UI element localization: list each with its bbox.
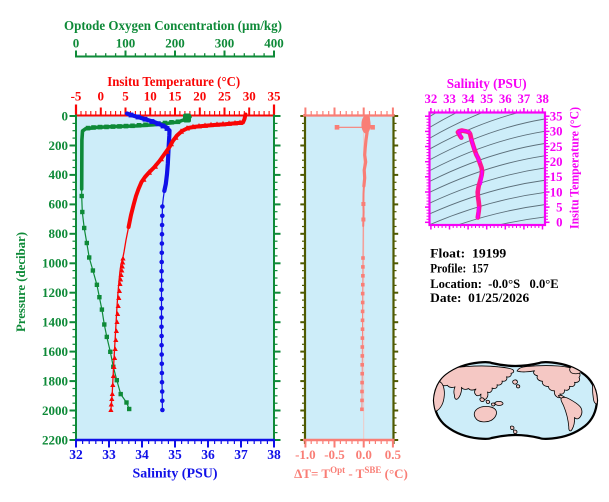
svg-text:0: 0: [556, 216, 562, 230]
svg-text:Date: 01/25/2026: Date: 01/25/2026: [430, 290, 530, 305]
svg-text:-5: -5: [71, 89, 82, 104]
svg-text:15: 15: [550, 170, 563, 184]
svg-text:1000: 1000: [42, 256, 68, 271]
svg-text:2000: 2000: [42, 403, 68, 418]
svg-text:Insitu Temperature (°C): Insitu Temperature (°C): [107, 74, 240, 89]
svg-text:0: 0: [98, 89, 105, 104]
svg-text:37: 37: [234, 447, 248, 462]
svg-text:37: 37: [518, 92, 531, 106]
svg-text:10: 10: [144, 89, 157, 104]
svg-text:-0.5: -0.5: [324, 447, 345, 462]
svg-text:Insitu Temperature (°C): Insitu Temperature (°C): [568, 107, 582, 229]
svg-text:300: 300: [215, 36, 235, 51]
svg-text:400: 400: [49, 167, 69, 182]
svg-text:32: 32: [425, 92, 438, 106]
svg-text:800: 800: [49, 226, 69, 241]
svg-text:34: 34: [135, 447, 149, 462]
svg-text:200: 200: [49, 138, 69, 153]
svg-text:25: 25: [550, 140, 563, 154]
svg-text:400: 400: [264, 36, 284, 51]
svg-text:35: 35: [480, 92, 493, 106]
svg-text:36: 36: [499, 92, 512, 106]
svg-text:33: 33: [102, 447, 116, 462]
svg-text:200: 200: [165, 36, 185, 51]
svg-text:0: 0: [62, 108, 69, 123]
svg-text:10: 10: [550, 185, 563, 199]
svg-text:0.0: 0.0: [356, 447, 372, 462]
svg-text:35: 35: [550, 110, 563, 124]
svg-text:20: 20: [193, 89, 206, 104]
svg-text:35: 35: [168, 447, 182, 462]
svg-text:1400: 1400: [42, 315, 68, 330]
svg-text:20: 20: [550, 155, 563, 169]
svg-text:30: 30: [550, 125, 563, 139]
svg-text:Location: -0.0°S 0.0°E: Location: -0.0°S 0.0°E: [430, 276, 559, 291]
svg-text:34: 34: [462, 92, 475, 106]
svg-text:5: 5: [122, 89, 129, 104]
svg-text:15: 15: [169, 89, 183, 104]
svg-text:33: 33: [443, 92, 456, 106]
svg-text:25: 25: [218, 89, 232, 104]
svg-text:0: 0: [73, 36, 80, 51]
svg-text:ΔT= TOpt - TSBE (°C): ΔT= TOpt - TSBE (°C): [294, 465, 408, 481]
svg-text:2200: 2200: [42, 432, 68, 447]
svg-text:38: 38: [267, 447, 281, 462]
svg-text:Float: 19199: Float: 19199: [430, 246, 507, 261]
svg-text:-1.0: -1.0: [295, 447, 316, 462]
svg-text:Salinity (PSU): Salinity (PSU): [133, 466, 218, 481]
svg-text:5: 5: [556, 200, 562, 214]
svg-text:600: 600: [49, 197, 69, 212]
svg-text:Optode Oxygen Concentration (µ: Optode Oxygen Concentration (µm/kg): [64, 18, 282, 33]
svg-text:32: 32: [69, 447, 83, 462]
svg-text:1800: 1800: [42, 373, 68, 388]
svg-text:36: 36: [201, 447, 215, 462]
svg-text:Pressure (decibar): Pressure (decibar): [13, 232, 28, 332]
svg-text:1600: 1600: [42, 344, 68, 359]
svg-text:35: 35: [268, 89, 282, 104]
svg-text:Profile: 157: Profile: 157: [430, 261, 489, 276]
svg-text:1200: 1200: [42, 285, 68, 300]
svg-text:100: 100: [116, 36, 136, 51]
svg-text:38: 38: [536, 92, 549, 106]
svg-text:30: 30: [243, 89, 256, 104]
svg-text:0.5: 0.5: [385, 447, 402, 462]
svg-text:Salinity (PSU): Salinity (PSU): [447, 76, 527, 91]
